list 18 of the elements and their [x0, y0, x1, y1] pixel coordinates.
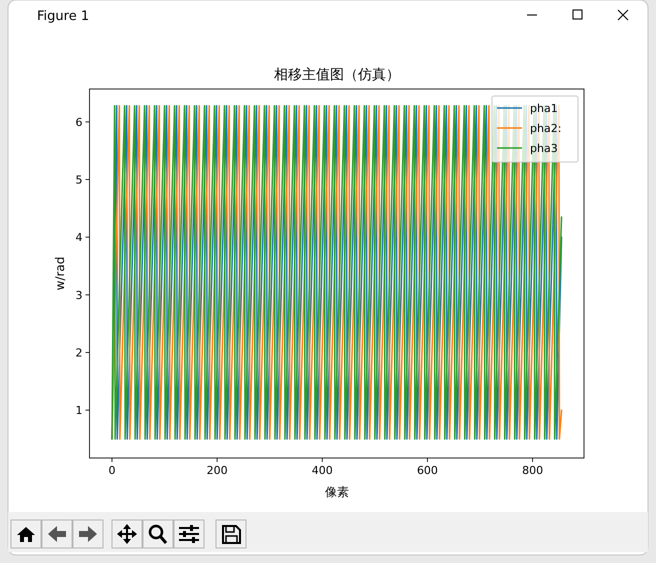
- y-axis-title: w/rad: [53, 256, 67, 290]
- x-axis-title: 像素: [324, 485, 349, 499]
- y-tick-label: 1: [76, 404, 82, 418]
- y-tick-label: 5: [76, 174, 82, 187]
- x-tick-label: 200: [206, 464, 228, 477]
- caption: Figure 1: [37, 9, 90, 24]
- y-tick-label: 6: [76, 116, 82, 129]
- legend-label: pha3: [530, 142, 558, 155]
- x-tick-label: 400: [312, 464, 333, 477]
- y-tick-label: 4: [76, 231, 82, 244]
- x-tick-label: 600: [416, 464, 438, 477]
- x-tick-label: 800: [522, 464, 544, 477]
- y-tick-label: 3: [76, 288, 82, 302]
- legend-label: pha2:: [530, 122, 562, 135]
- x-tick-label: 0: [108, 464, 116, 477]
- y-tick-label: 2: [76, 346, 82, 360]
- legend-label: pha1: [530, 102, 558, 115]
- chart-title: 相移主值图（仿真）: [274, 67, 400, 83]
